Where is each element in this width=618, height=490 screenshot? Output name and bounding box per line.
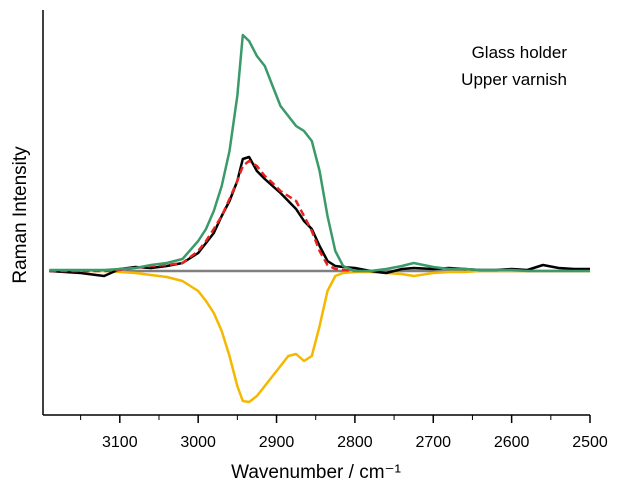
annotation: Upper varnish [461, 70, 567, 89]
y-axis-label: Raman Intensity [10, 146, 31, 284]
series-line [49, 33, 590, 273]
x-tick-label: 3000 [180, 434, 216, 451]
x-tick-label: 2600 [494, 434, 530, 451]
x-axis-label: Wavenumber / cm⁻¹ [231, 462, 401, 483]
x-tick-label: 2500 [572, 434, 608, 451]
series-line [49, 159, 356, 273]
x-tick-label: 2700 [415, 434, 451, 451]
x-tick-label: 2800 [337, 434, 373, 451]
annotation: Glass holder [472, 43, 568, 62]
x-tick-label: 2900 [259, 434, 295, 451]
x-tick-label: 3100 [102, 434, 138, 451]
series-line [49, 269, 590, 404]
